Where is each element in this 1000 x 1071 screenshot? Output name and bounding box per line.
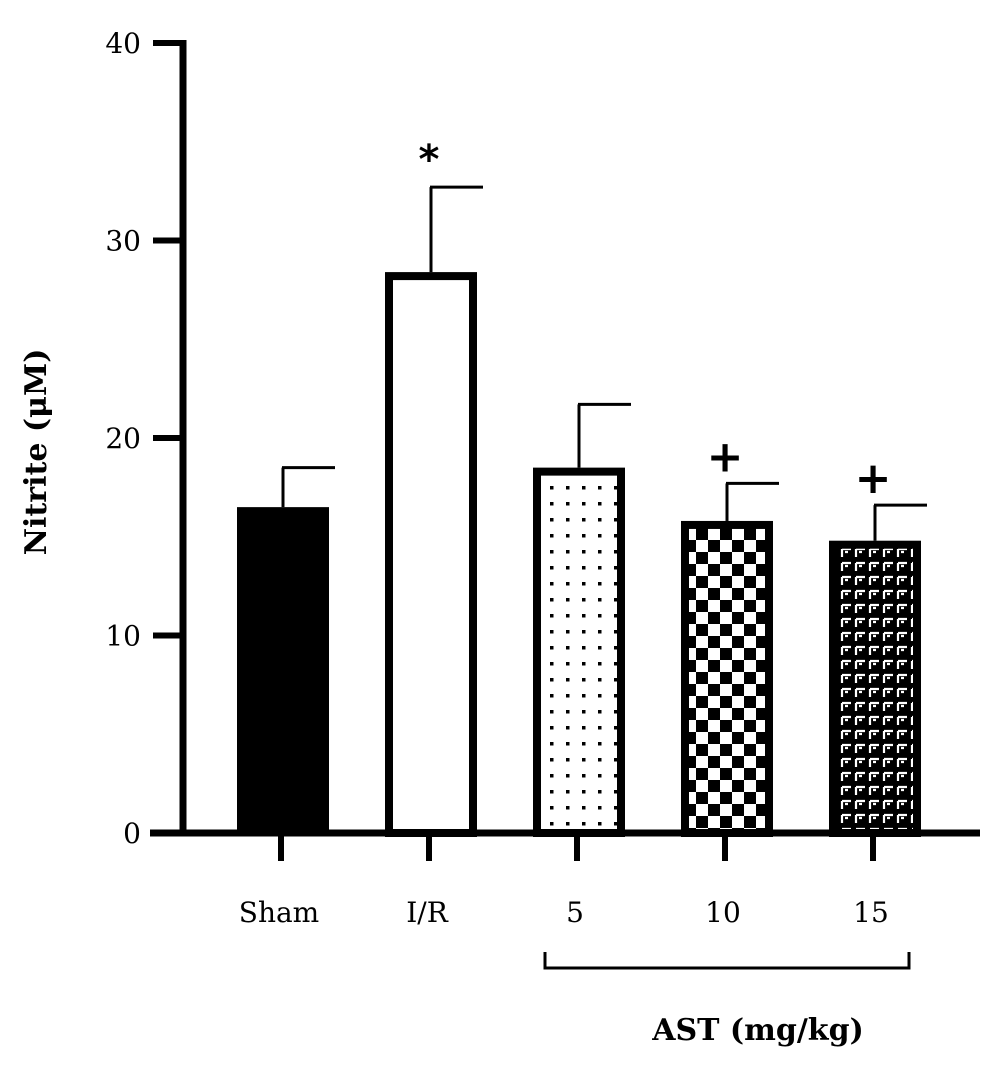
y-tick-label: 10 [105,620,141,653]
bars-group [237,272,921,838]
y-tick-label: 0 [123,817,141,850]
x-tick-labels: Sham I/R 5 10 15 [239,896,889,929]
bar-15 [829,540,921,837]
significance-plus: + [855,453,892,504]
error-bars-group [281,185,927,541]
group-bracket [543,952,911,970]
x-tick-label: I/R [406,896,448,929]
x-axis [150,829,980,861]
bar-i-r [385,272,477,838]
significance-plus: + [707,431,744,482]
bar-10 [681,520,773,837]
y-axis-title: Nitrite (μM) [19,349,54,556]
significance-star: * [419,137,440,183]
group-label: AST (mg/kg) [651,1013,864,1048]
x-tick-label: Sham [239,896,319,929]
y-tick-label: 20 [105,422,141,455]
x-tick-label: 15 [853,896,889,929]
bar-sham [237,507,329,833]
x-tick-label: 10 [705,896,741,929]
y-tick-label: 40 [105,27,141,60]
y-axis: 0 10 20 30 40 [105,27,187,850]
bar-5 [533,467,625,837]
annotations-group: * + + [419,137,892,504]
x-tick-label: 5 [566,896,584,929]
y-tick-label: 30 [105,225,141,258]
group-bracket-line [543,952,911,970]
